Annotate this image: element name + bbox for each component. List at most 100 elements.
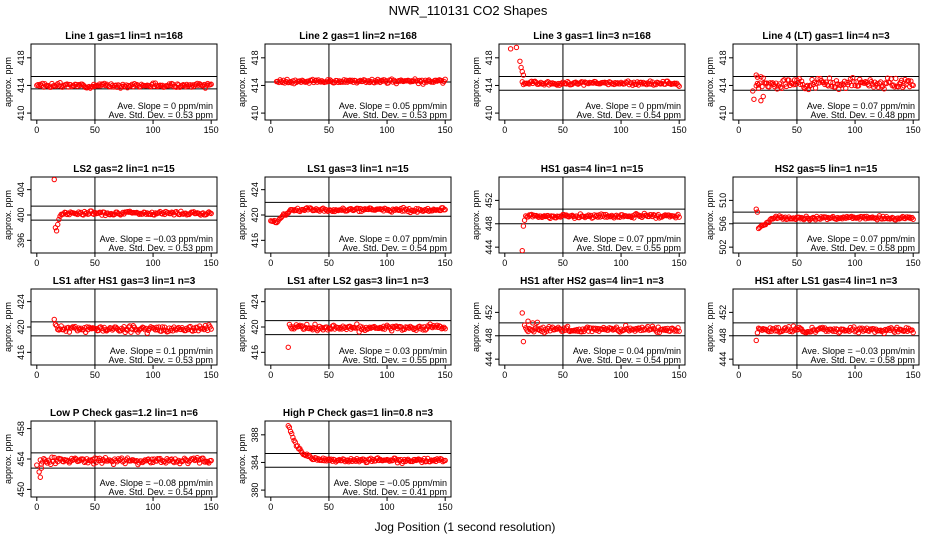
data-point <box>777 84 784 90</box>
data-point <box>53 228 60 234</box>
data-point <box>898 77 905 83</box>
x-tick-label: 150 <box>438 125 453 135</box>
chart-panel: Line 2 gas=1 lin=2 n=168 0 50 100 150 410 414 4… <box>237 31 453 135</box>
data-point <box>426 208 432 214</box>
data-point <box>110 461 117 467</box>
data-point <box>628 214 635 220</box>
chart-panel: LS1 after LS2 gas=3 lin=1 n=3 0 50 100 150 41… <box>237 276 453 380</box>
data-point <box>189 82 196 88</box>
x-tick-label: 100 <box>380 370 395 380</box>
data-point <box>843 85 849 92</box>
y-tick-label: 414 <box>484 78 494 93</box>
data-point <box>760 93 766 100</box>
data-point <box>208 457 214 464</box>
panel-title: Low P Check gas=1.2 lin=1 n=6 <box>50 408 198 419</box>
panel-title: Line 3 gas=1 lin=3 n=168 <box>533 31 651 42</box>
data-point <box>37 474 43 480</box>
data-point <box>521 217 528 223</box>
y-tick-label: 388 <box>250 427 260 442</box>
data-point <box>202 85 209 91</box>
x-tick-label: 0 <box>736 125 741 135</box>
x-tick-label: 150 <box>204 125 219 135</box>
data-point <box>838 82 844 88</box>
data-point <box>675 82 681 88</box>
x-tick-label: 150 <box>906 125 921 135</box>
data-point <box>442 457 448 464</box>
data-point <box>779 85 785 91</box>
chart-panel: Low P Check gas=1.2 lin=1 n=6 0 50 100 150 45… <box>3 408 219 512</box>
data-points <box>285 321 448 350</box>
x-tick-label: 50 <box>324 502 334 512</box>
data-point <box>315 207 322 213</box>
slope-annotation: Ave. Slope = 0.07 ppm/min <box>807 101 915 111</box>
slope-annotation: Ave. Slope = 0.03 ppm/min <box>339 346 447 356</box>
data-point <box>910 216 916 222</box>
data-point <box>196 460 203 466</box>
std-dev-annotation: Ave. Std. Dev. = 0.54 ppm <box>343 243 447 253</box>
data-point <box>604 214 610 220</box>
data-point <box>335 325 341 331</box>
data-point <box>633 325 639 332</box>
data-point <box>754 330 761 336</box>
data-points <box>34 79 214 91</box>
std-dev-annotation: Ave. Std. Dev. = 0.58 ppm <box>811 355 915 365</box>
data-point <box>755 325 762 331</box>
data-point <box>419 324 425 330</box>
data-point <box>355 457 361 464</box>
data-point <box>87 457 93 463</box>
data-point <box>200 455 206 461</box>
data-point <box>543 328 550 334</box>
y-tick-label: 410 <box>16 106 26 121</box>
plot-frame <box>732 288 920 366</box>
data-point <box>750 88 756 94</box>
data-point <box>788 327 794 333</box>
x-tick-label: 50 <box>792 370 802 380</box>
data-point <box>753 337 759 344</box>
y-tick-label: 444 <box>718 352 728 367</box>
x-tick-label: 100 <box>146 370 161 380</box>
data-points <box>51 316 214 336</box>
data-point <box>631 215 637 221</box>
data-point <box>836 86 842 93</box>
data-point <box>626 328 632 334</box>
panel-title: HS1 gas=4 lin=1 n=15 <box>541 164 644 175</box>
slope-annotation: Ave. Slope = −0.08 ppm/min <box>100 478 213 488</box>
std-dev-annotation: Ave. Std. Dev. = 0.53 ppm <box>109 243 213 253</box>
x-tick-label: 0 <box>34 502 39 512</box>
data-point <box>152 327 159 333</box>
y-axis-label: approx. ppm <box>237 302 247 352</box>
y-tick-label: 420 <box>16 319 26 334</box>
y-axis-label: approx. ppm <box>237 190 247 240</box>
data-point <box>62 325 68 331</box>
y-tick-label: 502 <box>718 240 728 255</box>
data-point <box>814 80 820 87</box>
y-tick-label: 448 <box>484 216 494 231</box>
y-tick-label: 384 <box>250 455 260 470</box>
data-point <box>297 322 303 329</box>
data-point <box>676 214 682 220</box>
panel-title: High P Check gas=1 lin=0.8 n=3 <box>283 408 434 419</box>
y-tick-label: 444 <box>484 240 494 255</box>
slope-annotation: Ave. Slope = 0.07 ppm/min <box>339 234 447 244</box>
data-point <box>302 452 309 459</box>
y-axis-label: approx. ppm <box>3 190 13 240</box>
data-point <box>208 81 214 87</box>
data-point <box>674 328 680 334</box>
x-tick-label: 100 <box>146 125 161 135</box>
x-tick-label: 0 <box>736 370 741 380</box>
data-point <box>891 84 898 90</box>
data-point <box>442 326 448 332</box>
x-axis-label: Jog Position (1 second resolution) <box>375 520 556 534</box>
data-point <box>676 83 682 89</box>
y-tick-label: 448 <box>484 328 494 343</box>
x-tick-label: 100 <box>848 370 863 380</box>
x-tick-label: 0 <box>502 258 507 268</box>
y-tick-label: 416 <box>250 233 260 248</box>
data-point <box>442 76 448 83</box>
data-point <box>57 79 63 86</box>
data-point <box>415 456 422 462</box>
data-point <box>202 322 209 329</box>
data-point <box>399 327 405 333</box>
x-tick-label: 150 <box>438 370 453 380</box>
data-point <box>128 329 134 335</box>
